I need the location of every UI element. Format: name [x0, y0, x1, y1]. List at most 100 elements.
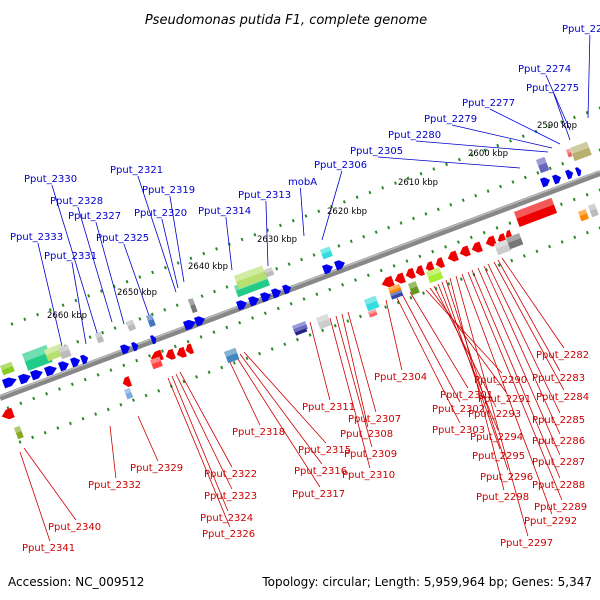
- scale-dot: [312, 253, 316, 257]
- gene-arrow: [176, 346, 187, 358]
- gene-arrow: [150, 349, 164, 362]
- scale-dot: [212, 330, 216, 334]
- gene-label-reverse: Pput_2295: [472, 451, 525, 462]
- gene-label-forward: Pput_2331: [44, 251, 97, 262]
- gene-label-reverse: Pput_2316: [294, 466, 347, 477]
- scale-dot: [560, 240, 564, 244]
- leader-line: [467, 271, 563, 501]
- leader-line: [95, 221, 125, 325]
- gene-block: [570, 141, 592, 162]
- scale-dot: [354, 278, 357, 282]
- scale-dot: [160, 349, 164, 353]
- gene-arrow: [18, 373, 31, 385]
- scale-dot: [510, 258, 514, 263]
- map-title: Pseudomonas putida F1, complete genome: [145, 13, 427, 28]
- scale-dot: [45, 392, 49, 396]
- scale-dot: [48, 308, 52, 312]
- gene-block: [364, 295, 380, 312]
- scale-dot: [598, 106, 600, 110]
- gene-label-reverse: Pput_2297: [500, 538, 553, 549]
- scale-dot: [304, 214, 308, 218]
- scale-dot: [245, 356, 249, 361]
- leader-line: [169, 195, 185, 283]
- leader-line: [321, 170, 343, 241]
- gene-arrow: [425, 261, 436, 272]
- gene-block: [368, 309, 378, 318]
- gene-label-reverse: Pput_2285: [532, 415, 585, 426]
- scale-tick-label: 2640 kbp: [188, 262, 228, 272]
- scale-dot: [341, 283, 345, 287]
- scale-tick-label: 2660 kbp: [47, 311, 87, 321]
- scale-dot: [10, 322, 14, 326]
- scale-dot: [157, 389, 161, 393]
- scale-dot: [499, 184, 502, 189]
- scale-dot: [163, 308, 167, 312]
- scale-dot: [470, 153, 474, 157]
- leader-line: [455, 275, 529, 537]
- leader-line: [243, 351, 327, 444]
- gene-arrow: [552, 174, 562, 185]
- gene-arrow: [459, 245, 471, 257]
- gene-label-reverse: Pput_2324: [200, 513, 253, 524]
- scale-dot: [148, 354, 152, 358]
- leader-line: [109, 425, 117, 479]
- scale-dot: [251, 316, 254, 320]
- leader-line: [493, 261, 565, 391]
- gene-label-reverse: Pput_2289: [534, 502, 587, 513]
- scale-dot: [144, 393, 148, 398]
- gene-block: [0, 361, 15, 376]
- leader-line: [395, 295, 461, 424]
- gene-label-reverse: Pput_2332: [88, 480, 141, 491]
- scale-dot: [447, 282, 451, 286]
- gene-label-reverse: Pput_2311: [302, 402, 355, 413]
- leader-line: [409, 291, 469, 389]
- scale-dot: [456, 240, 460, 244]
- leader-line: [335, 315, 373, 448]
- leader-line: [385, 299, 403, 371]
- gene-label-forward: Pput_2321: [110, 165, 163, 176]
- gene-arrow: [271, 288, 282, 299]
- scale-dot: [560, 120, 564, 124]
- scale-dot: [392, 264, 396, 268]
- gene-label-forward: Pput_2320: [134, 208, 187, 219]
- leader-line: [489, 108, 561, 145]
- scale-dot: [457, 157, 461, 162]
- scale-dot: [559, 202, 563, 206]
- label-leader-lines: [19, 34, 591, 542]
- scale-dot: [225, 325, 229, 330]
- scale-dot: [32, 396, 36, 401]
- scale-dot: [409, 296, 413, 300]
- leader-line: [587, 34, 591, 119]
- scale-dot: [387, 225, 391, 230]
- scale-dot: [444, 245, 448, 249]
- scale-dot: [547, 125, 551, 129]
- scale-dot: [132, 398, 135, 402]
- gene-arrow: [322, 264, 333, 275]
- gene-label-reverse: Pput_2296: [480, 472, 533, 483]
- gene-block: [588, 203, 599, 218]
- gene-label-forward: Pput_2275: [526, 83, 579, 94]
- scale-dot: [374, 230, 378, 234]
- gene-block: [316, 313, 332, 330]
- gene-features: [0, 141, 599, 440]
- scale-dot: [109, 368, 113, 372]
- gene-label-reverse: Pput_2308: [340, 429, 393, 440]
- gene-arrow: [131, 341, 139, 352]
- scale-dot: [342, 200, 346, 204]
- scale-dot: [31, 435, 35, 440]
- scale-dot: [445, 162, 449, 167]
- gene-label-reverse: Pput_2317: [292, 489, 345, 500]
- gene-label-forward: Pput_2274: [518, 64, 571, 75]
- leader-line: [137, 175, 177, 293]
- scale-dot: [328, 287, 332, 292]
- gene-arrow: [70, 357, 81, 368]
- gene-arrow: [334, 260, 345, 271]
- leader-line: [137, 415, 159, 462]
- scale-dot: [461, 198, 465, 202]
- scale-dot: [522, 254, 526, 258]
- scale-dot: [394, 181, 397, 185]
- gene-label-forward: Pput_2327: [68, 211, 121, 222]
- gene-label-reverse: Pput_2287: [532, 457, 585, 468]
- leader-line: [235, 355, 321, 488]
- gene-label-reverse: Pput_2309: [344, 449, 397, 460]
